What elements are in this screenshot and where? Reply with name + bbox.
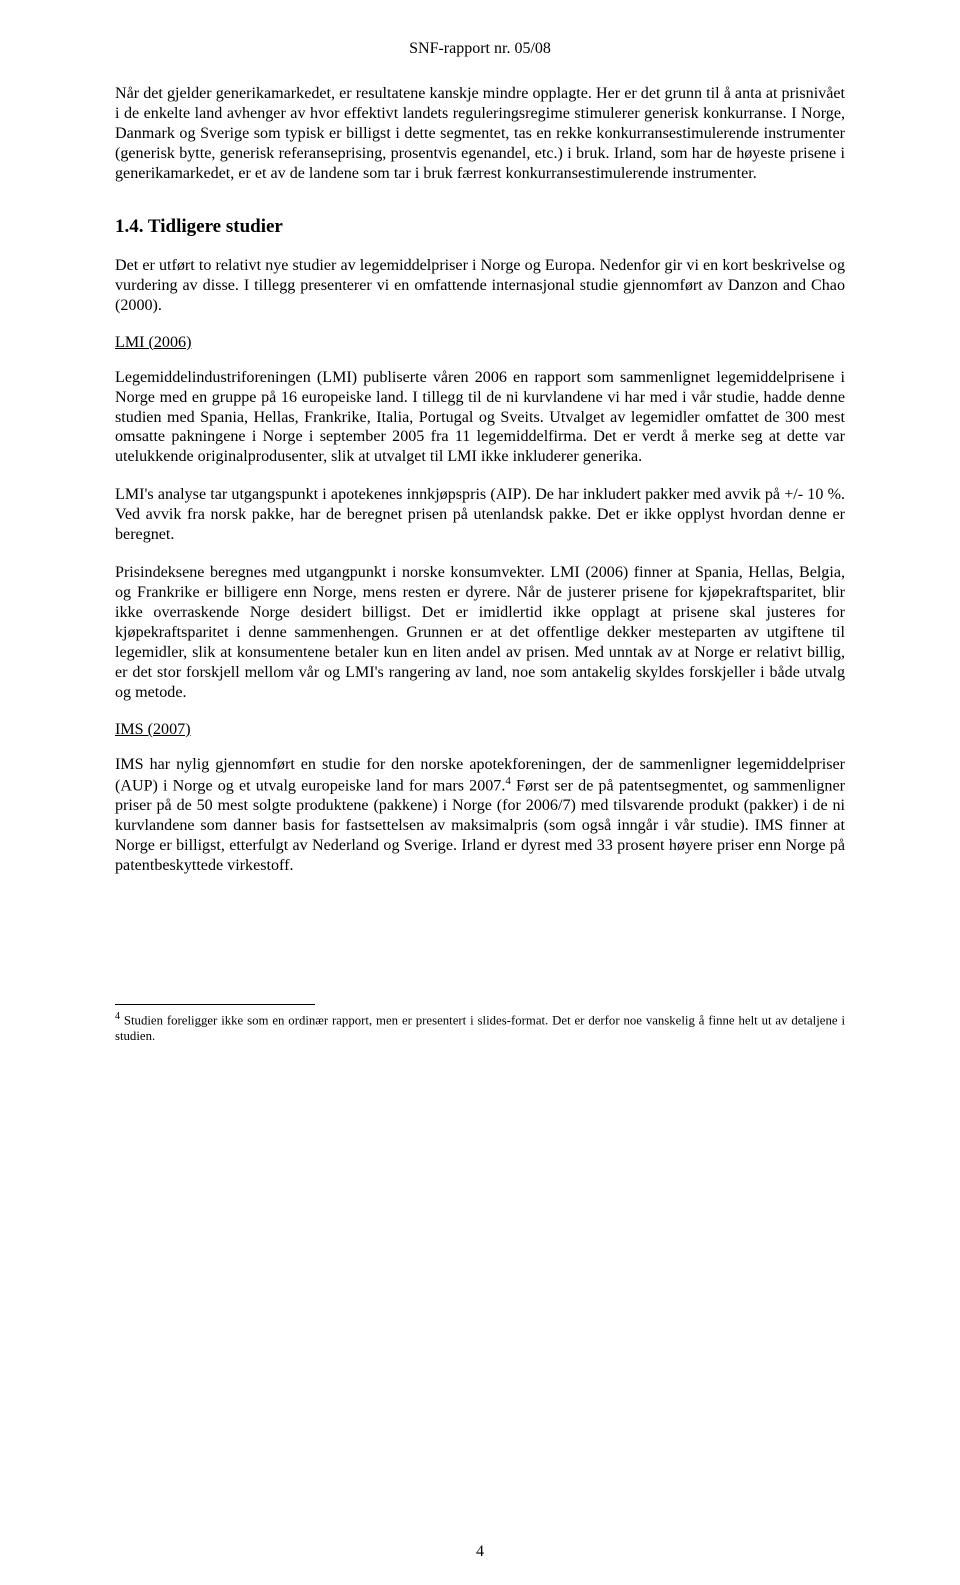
spacer [115, 894, 845, 1004]
subheading: LMI (2006) [115, 334, 845, 352]
footnote: 4 Studien foreligger ikke som en ordinær… [115, 1011, 845, 1045]
footnote-separator [115, 1004, 315, 1005]
paragraph: Når det gjelder generikamarkedet, er res… [115, 84, 845, 184]
paragraph: Legemiddelindustriforeningen (LMI) publi… [115, 368, 845, 468]
section-heading: 1.4. Tidligere studier [115, 216, 845, 238]
document-page: SNF-rapport nr. 05/08 Når det gjelder ge… [0, 0, 960, 1585]
paragraph: Det er utført to relativt nye studier av… [115, 256, 845, 316]
paragraph: LMI's analyse tar utgangspunkt i apoteke… [115, 485, 845, 545]
footnote-text: Studien foreligger ikke som en ordinær r… [115, 1013, 845, 1043]
running-header: SNF-rapport nr. 05/08 [115, 40, 845, 58]
paragraph: Prisindeksene beregnes med utgangpunkt i… [115, 563, 845, 703]
subheading: IMS (2007) [115, 721, 845, 739]
page-number: 4 [0, 1543, 960, 1561]
paragraph-with-footnote: IMS har nylig gjennomført en studie for … [115, 755, 845, 876]
